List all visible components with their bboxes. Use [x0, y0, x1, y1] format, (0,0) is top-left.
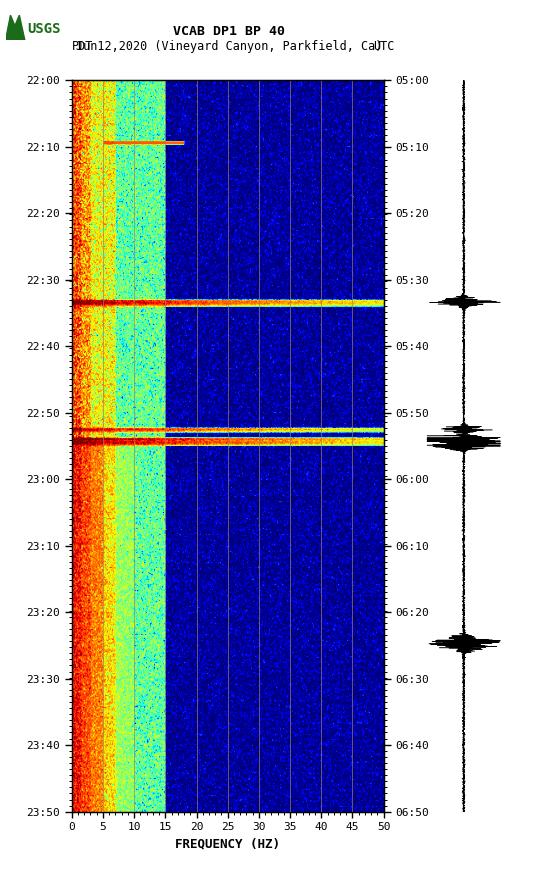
Text: PDT: PDT	[72, 40, 93, 53]
Text: UTC: UTC	[373, 40, 394, 53]
Polygon shape	[6, 15, 25, 40]
X-axis label: FREQUENCY (HZ): FREQUENCY (HZ)	[175, 838, 280, 851]
Text: VCAB DP1 BP 40: VCAB DP1 BP 40	[173, 25, 285, 37]
Text: Jun12,2020 (Vineyard Canyon, Parkfield, Ca): Jun12,2020 (Vineyard Canyon, Parkfield, …	[76, 40, 383, 53]
Text: USGS: USGS	[28, 22, 61, 37]
